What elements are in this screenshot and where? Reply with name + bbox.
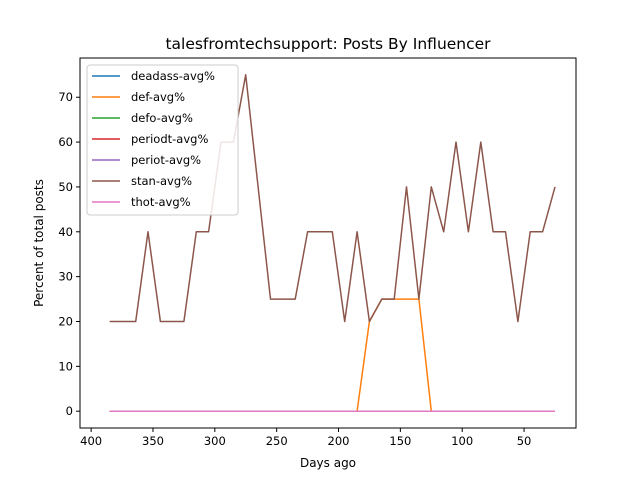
legend-item: defo-avg% <box>92 111 193 125</box>
legend-label: defo-avg% <box>131 111 193 125</box>
plot-frame <box>79 57 577 429</box>
legend-item: deadass-avg% <box>92 69 215 83</box>
x-tick-label: 150 <box>389 434 411 448</box>
y-tick-label: 20 <box>58 314 73 328</box>
x-tick-label: 50 <box>517 434 532 448</box>
x-tick-label: 250 <box>266 434 288 448</box>
y-axis: 0 10 20 30 40 50 60 70 <box>58 90 80 418</box>
series-layer <box>109 74 556 412</box>
x-tick-label: 100 <box>451 434 473 448</box>
x-axis: 400 350 300 250 200 150 100 50 <box>80 428 531 448</box>
legend: deadass-avg% def-avg% defo-avg% periodt-avg… <box>86 64 239 216</box>
legend-label: thot-avg% <box>131 195 191 209</box>
series-line-stan-avg <box>109 74 556 323</box>
x-tick-label: 200 <box>328 434 350 448</box>
legend-label: deadass-avg% <box>131 69 215 83</box>
legend-item: thot-avg% <box>92 195 191 209</box>
y-tick-label: 30 <box>58 270 73 284</box>
legend-label: periot-avg% <box>131 153 201 167</box>
legend-box <box>86 64 239 216</box>
y-tick-label: 10 <box>58 359 73 373</box>
y-axis-label: Percent of total posts <box>32 179 46 307</box>
chart-title: talesfromtechsupport: Posts By Influence… <box>165 35 491 53</box>
x-tick-label: 400 <box>80 434 102 448</box>
legend-item: periodt-avg% <box>92 132 208 146</box>
x-tick-label: 300 <box>204 434 226 448</box>
x-axis-label: Days ago <box>300 456 356 470</box>
legend-label: periodt-avg% <box>131 132 208 146</box>
legend-item: stan-avg% <box>92 174 192 188</box>
legend-item: def-avg% <box>92 90 185 104</box>
y-tick-label: 70 <box>58 90 73 104</box>
legend-label: stan-avg% <box>131 174 192 188</box>
y-tick-label: 40 <box>58 225 73 239</box>
legend-item: periot-avg% <box>92 153 201 167</box>
y-tick-label: 50 <box>58 180 73 194</box>
x-tick-label: 350 <box>142 434 164 448</box>
y-tick-label: 60 <box>58 135 73 149</box>
legend-label: def-avg% <box>131 90 185 104</box>
y-tick-label: 0 <box>66 404 73 418</box>
